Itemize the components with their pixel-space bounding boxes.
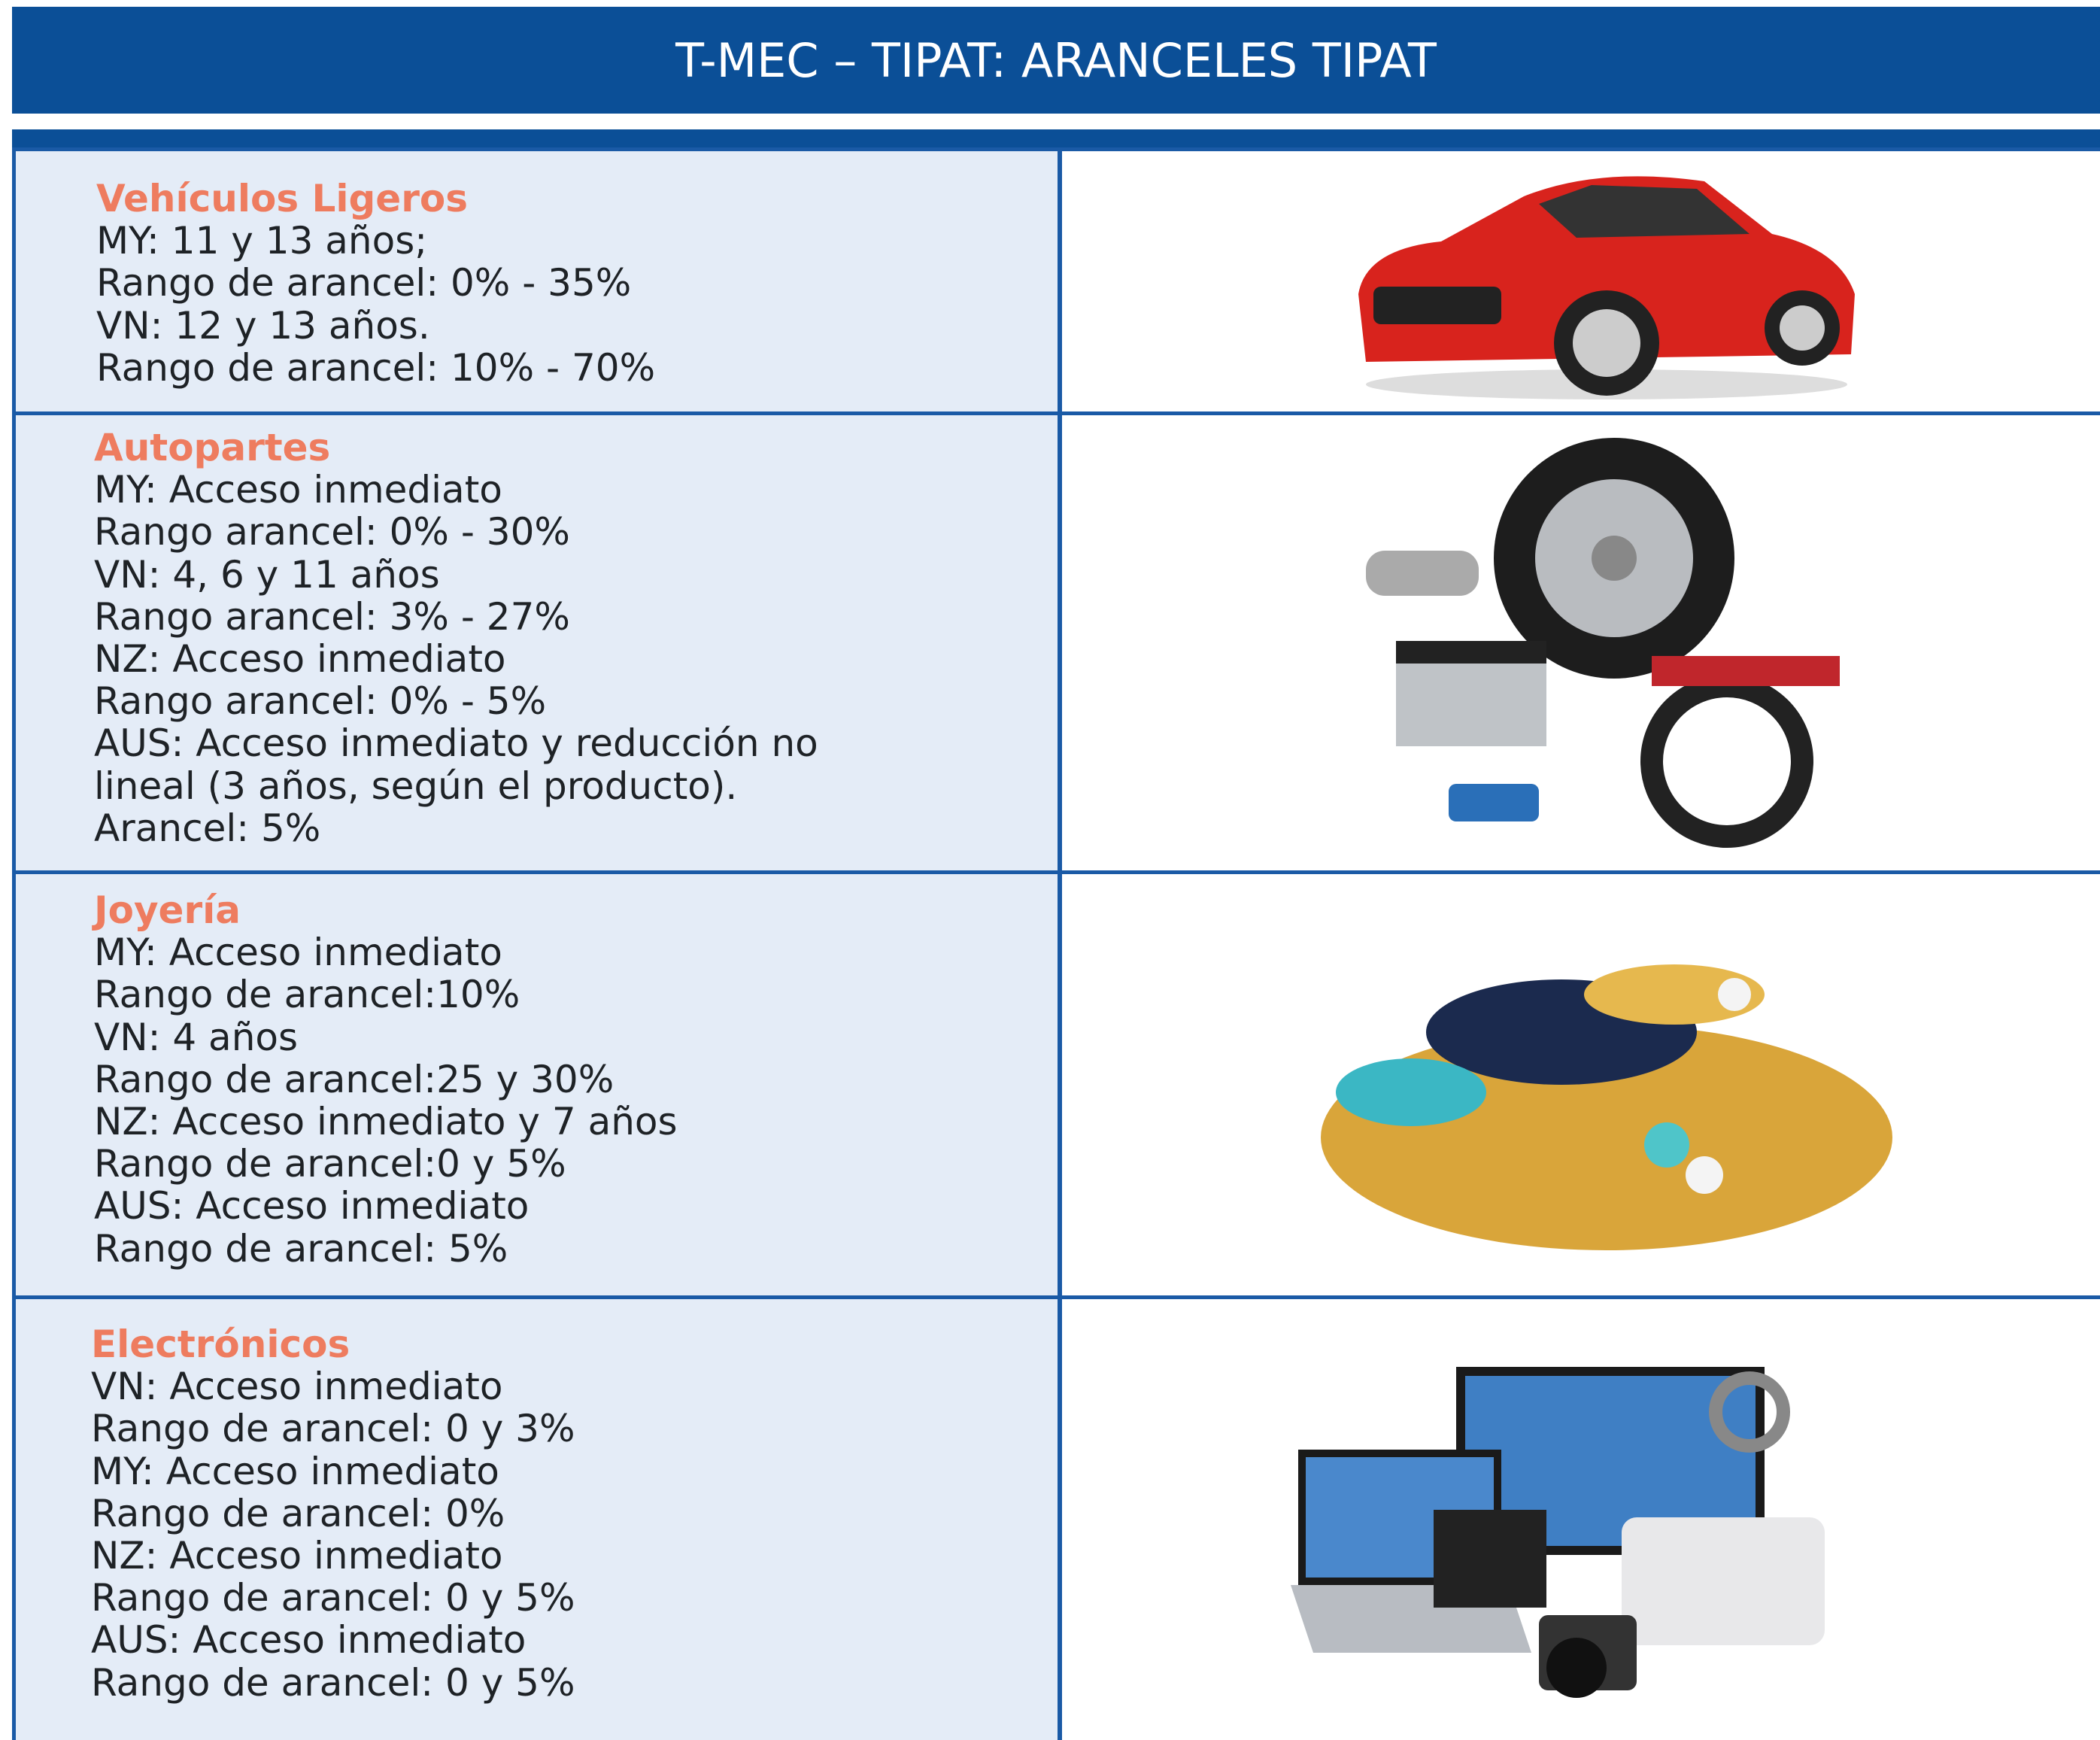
tariff-line: Rango arancel: 0% - 5% [94, 680, 818, 722]
tariff-line: lineal (3 años, según el producto). [94, 765, 818, 807]
camera-lens [1546, 1638, 1607, 1698]
car-rim [1573, 309, 1640, 377]
autoparts-image [1351, 430, 1877, 852]
tariff-line: NZ: Acceso inmediato [94, 638, 818, 680]
tariff-line: AUS: Acceso inmediato [91, 1619, 575, 1661]
pearl [1718, 978, 1751, 1011]
tariff-line: MY: Acceso inmediato [91, 1450, 575, 1493]
car-grille [1373, 287, 1501, 324]
tariff-line: Rango arancel: 3% - 27% [94, 596, 818, 638]
category-title: Autopartes [94, 427, 818, 469]
tariff-line: Rango arancel: 0% - 30% [94, 511, 818, 553]
tariff-line: Rango de arancel: 5% [94, 1228, 678, 1270]
tariff-line: MY: Acceso inmediato [94, 469, 818, 511]
brake-pads [1449, 784, 1539, 821]
tariff-line: AUS: Acceso inmediato y reducción no [94, 722, 818, 764]
jewelry-image [1313, 949, 1900, 1288]
tariff-line: Rango de arancel: 0% - 35% [96, 262, 655, 304]
header-bar: T-MEC – TIPAT: ARANCELES TIPAT [12, 7, 2100, 114]
electronics-image [1291, 1367, 1862, 1720]
tariff-line: VN: 12 y 13 años. [96, 305, 655, 347]
gem [1644, 1122, 1689, 1168]
category-title: Joyería [94, 889, 678, 931]
pearl [1686, 1156, 1723, 1194]
tariff-line: Rango de arancel: 0 y 5% [91, 1577, 575, 1619]
muffler [1366, 551, 1479, 596]
tariff-line: Rango de arancel:10% [94, 973, 678, 1016]
tariff-line: Rango de arancel:25 y 30% [94, 1058, 678, 1101]
steering-wheel [1652, 686, 1802, 837]
tariff-line: VN: 4, 6 y 11 años [94, 554, 818, 596]
category-title: Electrónicos [91, 1323, 575, 1365]
hub [1592, 536, 1637, 581]
tariff-line: NZ: Acceso inmediato y 7 años [94, 1101, 678, 1143]
printer [1622, 1517, 1825, 1645]
tablet [1434, 1510, 1546, 1608]
category-title: Vehículos Ligeros [96, 178, 655, 220]
bangle [1336, 1058, 1486, 1126]
car-rim [1780, 305, 1825, 351]
tariff-line: NZ: Acceso inmediato [91, 1535, 575, 1577]
tariff-line: Rango de arancel:0 y 5% [94, 1143, 678, 1185]
spring [1652, 656, 1840, 686]
tariff-line: VN: Acceso inmediato [91, 1365, 575, 1407]
tariff-line: MY: 11 y 13 años; [96, 220, 655, 262]
tariff-line: VN: 4 años [94, 1016, 678, 1058]
tariff-line: Rango de arancel: 10% - 70% [96, 347, 655, 389]
tariff-line: Rango de arancel: 0% [91, 1493, 575, 1535]
tariff-line: Rango de arancel: 0 y 5% [91, 1662, 575, 1704]
tariff-line: Rango de arancel: 0 y 3% [91, 1407, 575, 1450]
tariff-line: MY: Acceso inmediato [94, 931, 678, 973]
header-title: T-MEC – TIPAT: ARANCELES TIPAT [675, 33, 1437, 88]
tariff-line: Arancel: 5% [94, 807, 818, 849]
header-rule [12, 129, 2100, 147]
page: T-MEC – TIPAT: ARANCELES TIPAT Vehículos… [0, 0, 2100, 1740]
tariff-line: AUS: Acceso inmediato [94, 1185, 678, 1227]
car-image [1351, 166, 1862, 407]
battery-top [1396, 641, 1546, 664]
